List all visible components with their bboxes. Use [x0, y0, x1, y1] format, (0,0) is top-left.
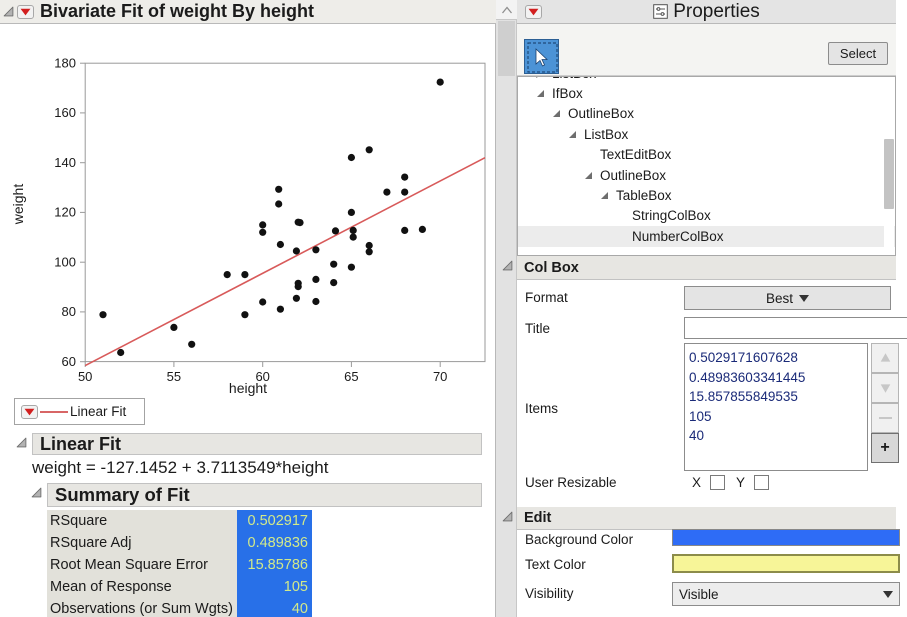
- svg-text:140: 140: [54, 155, 76, 170]
- svg-text:60: 60: [62, 354, 76, 369]
- svg-text:80: 80: [62, 304, 76, 319]
- svg-text:100: 100: [54, 255, 76, 270]
- svg-text:160: 160: [54, 105, 76, 120]
- svg-text:180: 180: [54, 56, 76, 71]
- svg-text:120: 120: [54, 205, 76, 220]
